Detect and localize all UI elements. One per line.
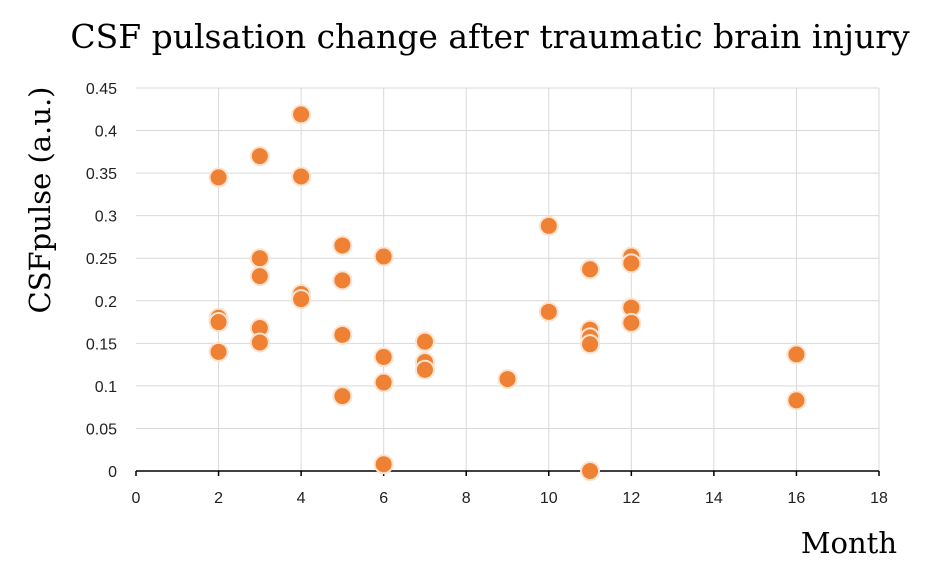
y-tick-label: 0.25 [86,251,117,268]
data-point [414,331,435,352]
data-point [332,270,353,291]
x-tick-labels: 0 2 4 6 8 10 12 14 16 18 [132,490,888,507]
data-point [580,259,601,280]
data-point [249,248,270,269]
data-points [208,104,807,481]
y-tick-label: 0.45 [86,81,117,98]
x-tick-label: 12 [622,490,640,507]
gridlines [135,87,880,476]
data-point [373,246,394,267]
data-point [786,344,807,365]
data-point [497,369,518,390]
y-axis-label: CSFpulse (a.u.) [23,87,57,314]
data-point [373,454,394,475]
x-tick-label: 18 [870,490,888,507]
y-tick-label: 0.35 [86,166,117,183]
y-tick-label: 0.15 [86,336,117,353]
data-point [373,346,394,367]
y-tick-label: 0.2 [95,294,117,311]
y-tick-label: 0.3 [95,209,117,226]
data-point [538,215,559,236]
x-tick-label: 2 [214,490,223,507]
x-tick-label: 10 [540,490,558,507]
x-tick-label: 8 [462,490,471,507]
data-point [786,390,807,411]
data-point [332,235,353,256]
y-tick-label: 0 [108,464,117,481]
x-tick-label: 16 [788,490,806,507]
data-point [332,324,353,345]
data-point [291,289,312,310]
data-point [249,266,270,287]
data-point [580,461,601,481]
data-point [208,167,229,188]
data-point [249,332,270,353]
data-point [621,312,642,333]
data-point [208,312,229,333]
y-tick-label: 0.05 [86,421,117,438]
x-tick-label: 4 [297,490,306,507]
y-tick-labels: 0 0.05 0.1 0.15 0.2 0.25 0.3 0.35 0.4 0.45 [86,81,117,481]
x-axis-label: Month [801,526,897,560]
chart-title: CSF pulsation change after traumatic bra… [70,17,910,56]
data-point [208,341,229,362]
data-point [291,104,312,125]
data-point [373,372,394,393]
x-tick-label: 14 [705,490,723,507]
x-tick-label: 6 [379,490,388,507]
data-point [249,146,270,167]
y-tick-label: 0.1 [95,379,117,396]
y-tick-label: 0.4 [95,124,117,141]
data-point [332,386,353,407]
data-point [580,334,601,355]
data-point [414,359,435,380]
data-point [291,166,312,187]
x-tick-label: 0 [132,490,141,507]
data-point [621,253,642,274]
data-point [538,301,559,322]
